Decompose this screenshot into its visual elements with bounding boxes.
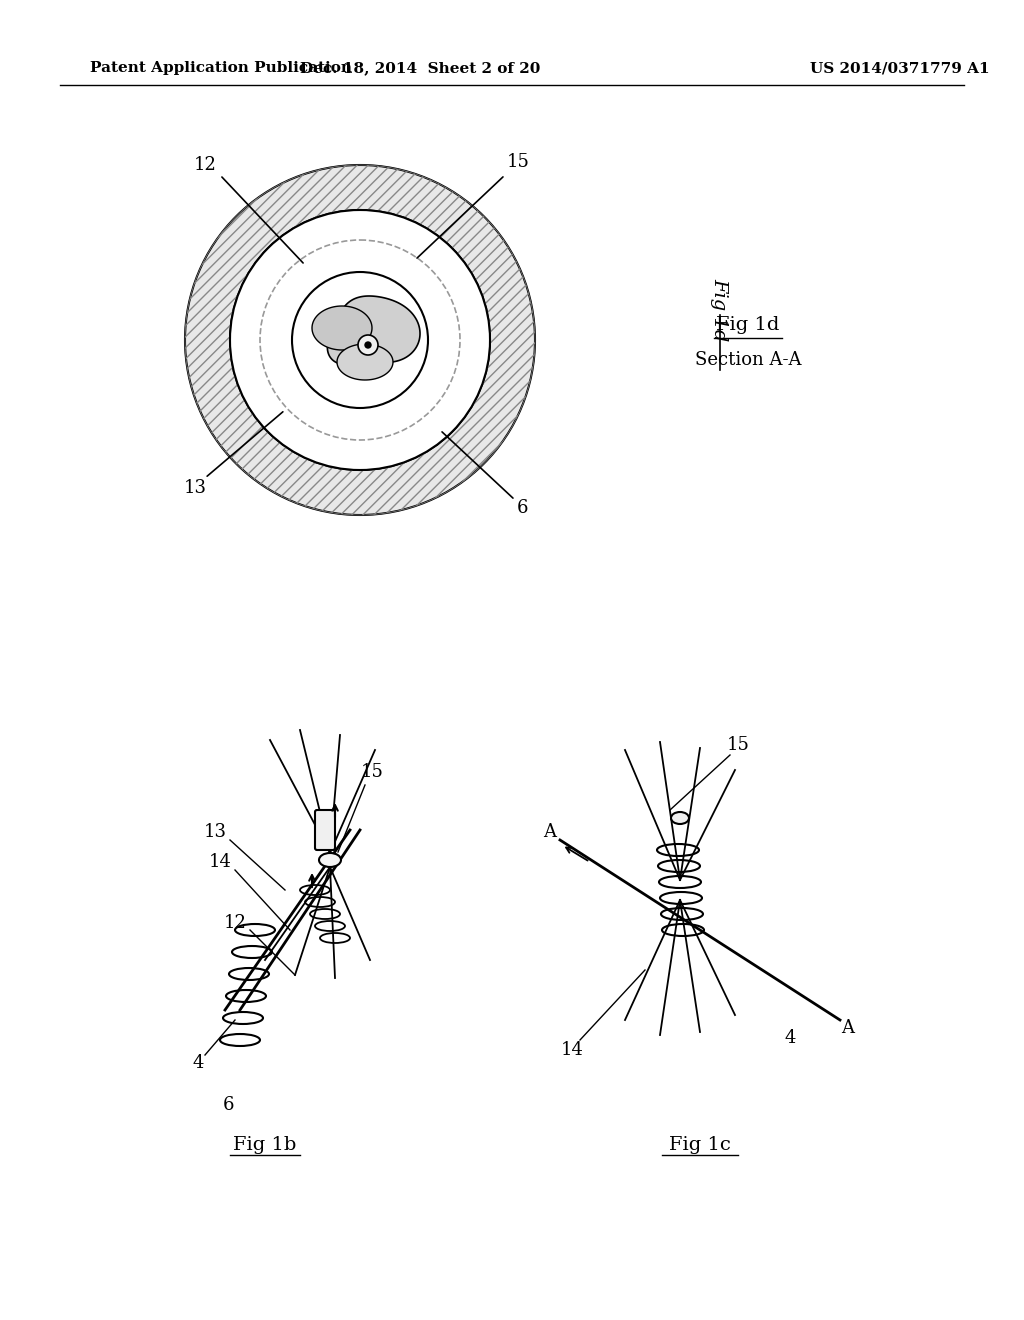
FancyBboxPatch shape [315,810,335,850]
Text: 12: 12 [223,913,247,932]
Text: 14: 14 [209,853,231,871]
Polygon shape [328,296,420,364]
Ellipse shape [671,812,689,824]
Circle shape [230,210,490,470]
Text: US 2014/0371779 A1: US 2014/0371779 A1 [810,61,990,75]
Text: Patent Application Publication: Patent Application Publication [90,61,352,75]
Text: Fig 1d: Fig 1d [710,279,728,342]
Text: 4: 4 [784,1030,796,1047]
Polygon shape [337,345,393,380]
Text: 4: 4 [193,1053,204,1072]
Ellipse shape [319,853,341,867]
Text: Dec. 18, 2014  Sheet 2 of 20: Dec. 18, 2014 Sheet 2 of 20 [300,61,541,75]
Polygon shape [312,306,372,350]
Text: 6: 6 [222,1096,233,1114]
Text: 14: 14 [560,1041,584,1059]
Text: Fig 1d: Fig 1d [717,315,779,334]
Text: A: A [544,822,556,841]
Text: 13: 13 [183,479,207,498]
Text: A: A [842,1019,854,1038]
Text: Fig 1b: Fig 1b [233,1137,297,1154]
Text: Fig 1c: Fig 1c [669,1137,731,1154]
Circle shape [358,335,378,355]
Text: 15: 15 [727,737,750,754]
Circle shape [365,342,371,348]
Text: 15: 15 [360,763,383,781]
Text: 15: 15 [507,153,529,172]
Text: 6: 6 [516,499,527,517]
Circle shape [230,210,490,470]
Text: Section A-A: Section A-A [694,351,801,370]
Circle shape [185,165,535,515]
Text: 13: 13 [204,822,226,841]
Text: 12: 12 [194,156,216,174]
